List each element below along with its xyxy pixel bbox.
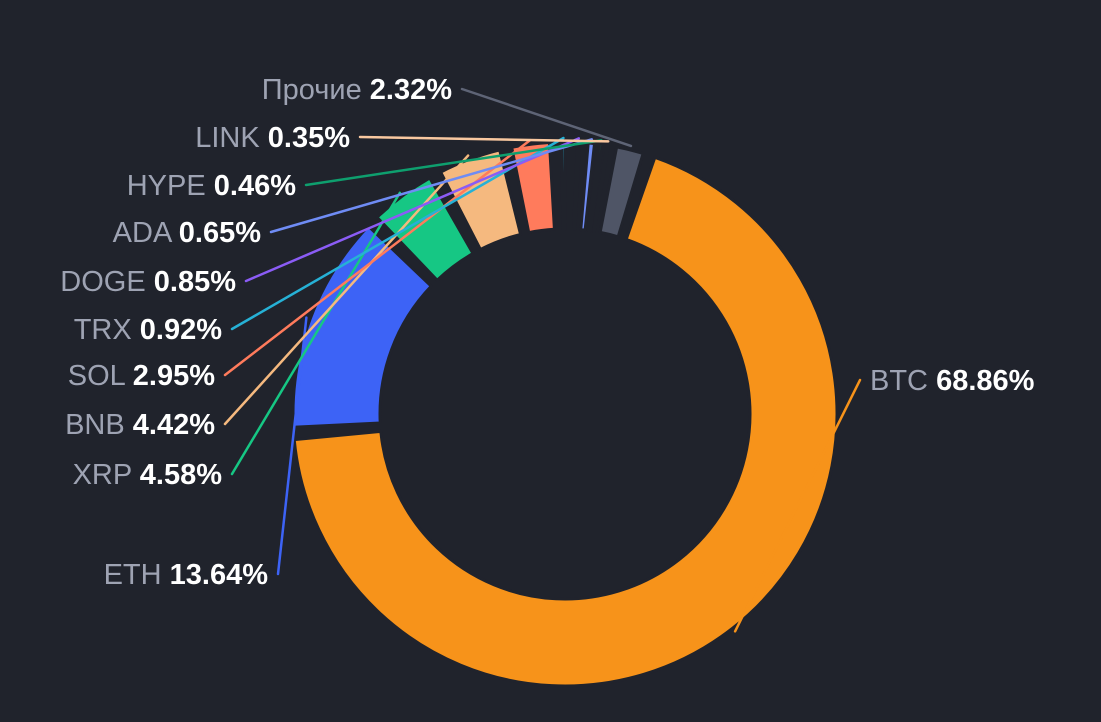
slice-label-name: SOL: [68, 360, 133, 392]
slice-label-value: 2.95%: [133, 360, 215, 392]
leader-line-other: [460, 87, 633, 148]
slice-label-bnb: BNB 4.42%: [65, 409, 215, 441]
slice-label-name: XRP: [73, 459, 140, 491]
slice-label-name: Прочие: [262, 74, 370, 106]
slice-link: [592, 143, 610, 233]
slice-label-other: Прочие 2.32%: [262, 74, 452, 106]
slice-label-sol: SOL 2.95%: [68, 360, 215, 392]
slice-label-xrp: XRP 4.58%: [73, 459, 223, 491]
leader-line-doge: [244, 137, 581, 283]
slice-label-value: 0.46%: [214, 170, 296, 202]
slice-label-eth: ETH 13.64%: [104, 559, 269, 591]
leader-line-xrp: [230, 191, 402, 476]
slice-label-name: ADA: [113, 217, 179, 249]
slice-label-name: ETH: [104, 559, 170, 591]
slice-label-btc: BTC 68.86%: [870, 365, 1035, 397]
slice-label-name: BTC: [870, 365, 936, 397]
slice-label-name: BNB: [65, 409, 133, 441]
slice-label-value: 0.92%: [140, 314, 222, 346]
leader-line-link: [358, 135, 610, 143]
leader-line-bnb: [223, 154, 470, 426]
slice-label-value: 0.35%: [268, 122, 350, 154]
leader-line-btc: [733, 378, 862, 633]
slice-labels: BTC 68.86%ETH 13.64%XRP 4.58%BNB 4.42%SO…: [60, 74, 1034, 591]
slice-label-value: 2.32%: [370, 74, 452, 106]
label-leader-lines: [223, 87, 862, 633]
slice-label-value: 0.85%: [154, 266, 236, 298]
slice-label-value: 0.65%: [179, 217, 261, 249]
slice-label-trx: TRX 0.92%: [74, 314, 223, 346]
slice-label-link: LINK 0.35%: [195, 122, 350, 154]
slice-label-name: TRX: [74, 314, 140, 346]
slice-label-value: 4.42%: [133, 409, 215, 441]
donut-slices: [291, 140, 839, 688]
slice-other: [598, 145, 645, 239]
slice-label-doge: DOGE 0.85%: [60, 266, 236, 298]
leader-line-ada: [269, 138, 594, 234]
slice-label-hype: HYPE 0.46%: [127, 170, 296, 202]
slice-trx: [560, 140, 567, 231]
slice-doge: [571, 140, 582, 231]
slice-hype: [586, 142, 604, 233]
slice-label-value: 4.58%: [140, 459, 222, 491]
slice-label-value: 68.86%: [936, 365, 1035, 397]
leader-line-hype: [304, 139, 603, 187]
slice-label-ada: ADA 0.65%: [113, 217, 262, 249]
slice-btc: [292, 155, 839, 688]
slice-label-name: HYPE: [127, 170, 214, 202]
slice-label-name: LINK: [195, 122, 268, 154]
slice-label-name: DOGE: [60, 266, 153, 298]
leader-line-eth: [276, 316, 308, 576]
slice-label-value: 13.64%: [170, 559, 269, 591]
leader-line-sol: [223, 138, 532, 377]
